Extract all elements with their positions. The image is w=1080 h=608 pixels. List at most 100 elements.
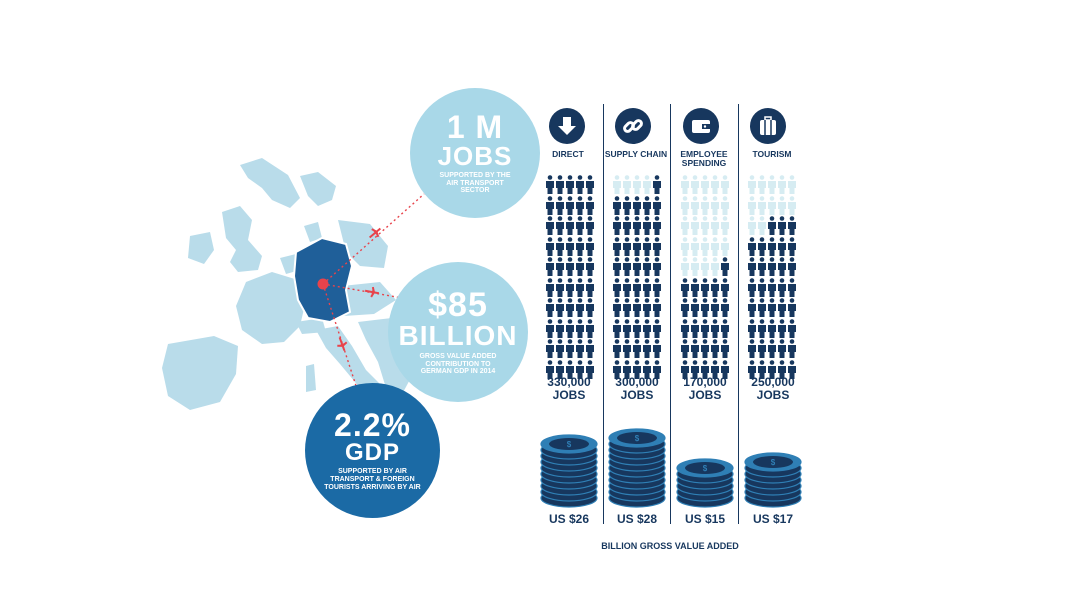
- svg-text:$: $: [567, 440, 572, 449]
- person-icon: [576, 175, 584, 194]
- person-icon: [758, 175, 766, 194]
- person-icon: [681, 339, 689, 358]
- person-icon: [556, 277, 564, 297]
- iberia-shape: [162, 336, 238, 410]
- person-icon: [643, 277, 651, 297]
- gva-headline: $85: [428, 285, 488, 324]
- person-icon: [576, 339, 584, 358]
- person-icon: [748, 216, 756, 235]
- jobs-value: 250,000: [751, 375, 795, 389]
- person-icon: [566, 277, 574, 297]
- people-grid: [612, 175, 662, 380]
- person-icon: [681, 298, 689, 317]
- person-icon: [711, 339, 719, 358]
- gva-amount: US $28: [616, 512, 658, 526]
- person-icon: [768, 318, 776, 338]
- person-icon: [681, 257, 689, 276]
- person-icon: [653, 359, 661, 379]
- jobs-unit: JOBS: [620, 387, 654, 402]
- gva-amount: US $26: [548, 512, 590, 526]
- person-icon: [653, 298, 661, 317]
- france-shape: [236, 272, 306, 344]
- person-icon: [566, 216, 574, 235]
- person-icon: [778, 257, 786, 276]
- gva-footer-label: BILLION GROSS VALUE ADDED: [601, 541, 739, 551]
- coin-stack-icon: $: [744, 452, 802, 508]
- person-icon: [691, 195, 699, 215]
- person-icon: [768, 236, 776, 256]
- person-icon: [613, 236, 621, 256]
- svg-text:$: $: [635, 434, 640, 443]
- person-icon: [711, 359, 719, 379]
- person-icon: [613, 318, 621, 338]
- person-icon: [566, 359, 574, 379]
- person-icon: [681, 216, 689, 235]
- person-icon: [778, 359, 786, 379]
- person-icon: [566, 318, 574, 338]
- person-icon: [643, 195, 651, 215]
- person-icon: [701, 175, 709, 194]
- person-icon: [788, 339, 796, 358]
- column-separator: [603, 104, 604, 524]
- person-icon: [546, 257, 554, 276]
- person-icon: [556, 175, 564, 194]
- person-icon: [586, 195, 594, 215]
- person-icon: [748, 318, 756, 338]
- person-icon: [576, 195, 584, 215]
- person-icon: [758, 298, 766, 317]
- person-icon: [623, 298, 631, 317]
- person-icon: [556, 236, 564, 256]
- person-icon: [711, 257, 719, 276]
- person-icon: [778, 195, 786, 215]
- person-icon: [758, 277, 766, 297]
- person-icon: [691, 236, 699, 256]
- person-icon: [586, 216, 594, 235]
- person-icon: [701, 359, 709, 379]
- gdp-subheadline: GDP: [344, 439, 400, 467]
- person-icon: [788, 195, 796, 215]
- person-icon: [721, 216, 729, 235]
- person-icon: [576, 318, 584, 338]
- person-icon: [721, 236, 729, 256]
- person-icon: [613, 277, 621, 297]
- person-icon: [566, 339, 574, 358]
- person-icon: [711, 195, 719, 215]
- person-icon: [788, 216, 796, 235]
- person-icon: [556, 298, 564, 317]
- person-icon: [643, 175, 651, 194]
- person-icon: [748, 298, 756, 317]
- gva-amount: US $15: [684, 512, 726, 526]
- person-icon: [633, 195, 641, 215]
- person-icon: [788, 298, 796, 317]
- person-icon: [788, 318, 796, 338]
- person-icon: [681, 359, 689, 379]
- italy-shape: [316, 326, 386, 398]
- person-icon: [566, 195, 574, 215]
- person-icon: [546, 339, 554, 358]
- person-icon: [681, 195, 689, 215]
- person-icon: [653, 257, 661, 276]
- gva-subheadline: BILLION: [398, 319, 518, 351]
- person-icon: [633, 216, 641, 235]
- person-icon: [748, 277, 756, 297]
- person-icon: [711, 277, 719, 297]
- person-icon: [566, 298, 574, 317]
- person-icon: [691, 339, 699, 358]
- person-icon: [586, 277, 594, 297]
- person-icon: [701, 318, 709, 338]
- person-icon: [556, 359, 564, 379]
- person-icon: [768, 195, 776, 215]
- person-icon: [566, 257, 574, 276]
- person-icon: [758, 195, 766, 215]
- person-icon: [691, 257, 699, 276]
- plane-icon: [364, 286, 380, 298]
- gdp-bubble: 2.2% GDP SUPPORTED BY AIR TRANSPORT & FO…: [305, 383, 440, 518]
- gdp-headline: 2.2%: [334, 407, 411, 444]
- person-icon: [576, 359, 584, 379]
- person-icon: [586, 339, 594, 358]
- gva-caption: GROSS VALUE ADDED CONTRIBUTION TO GERMAN…: [419, 352, 497, 376]
- jobs-caption: SUPPORTED BY THE AIR TRANSPORT SECTOR: [439, 171, 511, 195]
- person-icon: [643, 359, 651, 379]
- person-icon: [556, 257, 564, 276]
- person-icon: [691, 216, 699, 235]
